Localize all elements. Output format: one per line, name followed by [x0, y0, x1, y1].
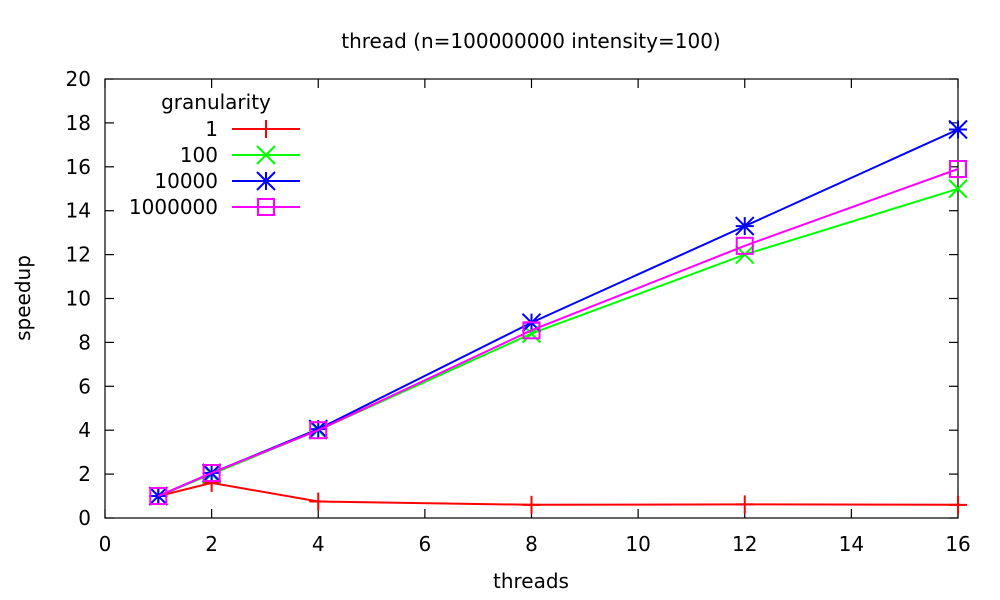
legend-label: 100 [180, 143, 218, 167]
y-tick-label: 16 [66, 155, 91, 179]
x-axis-label: threads [493, 569, 569, 593]
legend-marker [256, 171, 276, 191]
legend-marker [257, 120, 275, 138]
legend-marker [257, 198, 275, 216]
legend-item: 1000000 [129, 195, 300, 219]
data-point [309, 421, 328, 440]
series-1000000 [149, 159, 967, 506]
data-point [948, 179, 968, 199]
series-line [157, 128, 959, 498]
y-tick-label: 8 [78, 330, 91, 354]
y-tick-label: 10 [66, 287, 91, 311]
data-point [949, 495, 967, 514]
series-line [158, 481, 959, 506]
legend-label: 10000 [154, 169, 218, 193]
chart-title: thread (n=100000000 intensity=100) [341, 29, 720, 53]
legend-item: 1 [205, 117, 300, 141]
series-1 [149, 473, 967, 514]
y-tick-label: 6 [78, 374, 91, 398]
x-tick-label: 2 [205, 532, 218, 556]
data-point [948, 119, 968, 140]
axis-ticks: 0 2 4 6 8 10 12 14 16 0 2 4 6 8 10 12 14 16 18 20 [66, 67, 971, 556]
data-point [522, 495, 541, 514]
legend-label: 1 [205, 117, 218, 141]
series-100 [148, 179, 968, 506]
series-line [157, 168, 959, 498]
y-tick-label: 18 [66, 111, 91, 135]
legend-marker [256, 145, 276, 165]
series-line [157, 187, 959, 498]
data-point [309, 492, 328, 511]
data-point [735, 236, 754, 255]
data-point [949, 159, 967, 178]
plot-frame [104, 78, 959, 519]
x-tick-label: 16 [945, 532, 970, 556]
data-point [522, 321, 541, 340]
x-tick-label: 12 [732, 532, 757, 556]
y-tick-label: 4 [78, 418, 91, 442]
data-point [202, 464, 221, 483]
y-tick-label: 12 [66, 243, 91, 267]
x-tick-label: 14 [839, 532, 864, 556]
y-axis-label: speedup [11, 255, 35, 341]
x-tick-label: 0 [99, 532, 112, 556]
y-tick-label: 20 [66, 67, 91, 91]
legend-title: granularity [161, 90, 271, 114]
x-tick-label: 8 [525, 532, 538, 556]
series-10000 [148, 119, 968, 506]
y-tick-label: 0 [78, 506, 91, 530]
legend-item: 10000 [154, 169, 300, 193]
y-tick-label: 14 [66, 199, 91, 223]
legend-label: 1000000 [129, 195, 218, 219]
y-tick-label: 2 [78, 462, 91, 486]
legend-item: 100 [180, 143, 300, 167]
x-tick-label: 4 [312, 532, 325, 556]
data-point [735, 216, 755, 236]
data-point [149, 487, 168, 506]
x-tick-label: 6 [419, 532, 432, 556]
x-tick-label: 10 [625, 532, 650, 556]
series-layer [148, 119, 968, 514]
data-point [735, 495, 754, 514]
